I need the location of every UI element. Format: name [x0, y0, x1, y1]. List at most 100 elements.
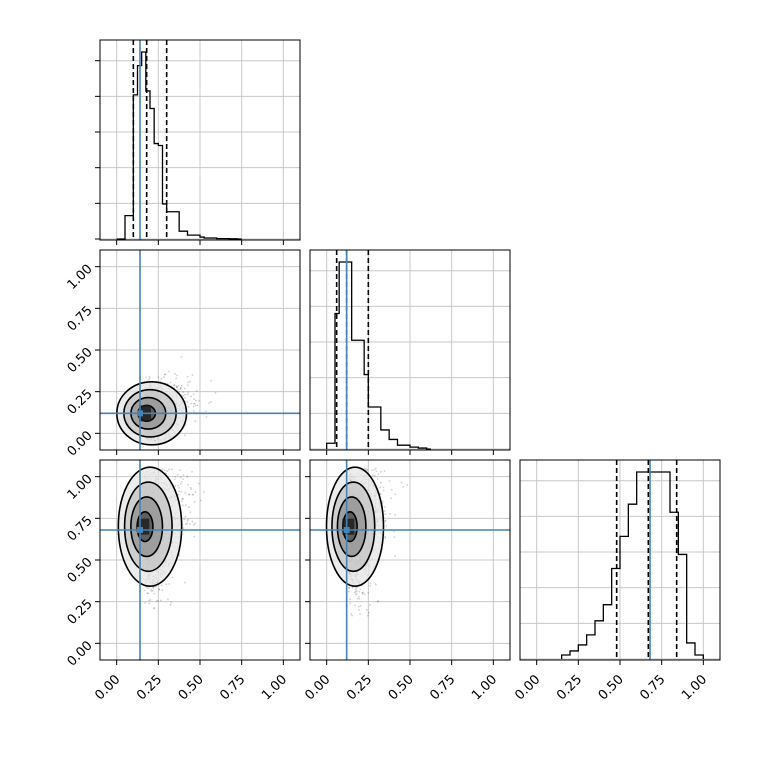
sample-point	[384, 519, 387, 522]
sample-point	[182, 473, 185, 476]
sample-point	[354, 590, 357, 593]
sample-point	[394, 555, 397, 558]
sample-point	[158, 588, 161, 591]
sample-point	[180, 384, 183, 387]
contour-line	[117, 466, 183, 587]
sample-point	[194, 404, 197, 407]
contour-line	[130, 496, 164, 558]
sample-point	[372, 474, 374, 477]
sample-point	[186, 384, 189, 387]
sample-point	[199, 499, 202, 502]
sample-point	[174, 478, 176, 481]
sample-point	[193, 398, 195, 401]
sample-point	[374, 467, 377, 470]
sample-point	[150, 588, 152, 591]
contour-line	[325, 466, 385, 587]
sample-point	[190, 488, 193, 491]
sample-point	[174, 485, 177, 487]
sample-point	[194, 522, 197, 525]
sample-point	[377, 600, 380, 603]
sample-point	[181, 497, 184, 500]
sample-point	[153, 607, 155, 610]
sample-point	[205, 416, 208, 418]
sample-point	[181, 498, 184, 500]
sample-point	[198, 399, 200, 402]
scatter-panel-2-1: 0.00 0.25 0.50 0.75 1.00	[302, 459, 511, 703]
sample-point	[163, 373, 166, 376]
sample-point	[177, 484, 179, 487]
sample-point	[354, 591, 356, 594]
sample-point	[189, 486, 192, 489]
sample-point	[178, 469, 181, 472]
sample-point	[160, 584, 163, 587]
sample-point	[182, 478, 185, 481]
sample-point	[362, 591, 364, 594]
sample-point	[159, 599, 162, 602]
sample-point	[384, 536, 387, 539]
sample-point	[177, 493, 180, 496]
sample-point	[163, 469, 166, 472]
sample-point	[173, 383, 176, 386]
sample-point	[349, 598, 351, 601]
sample-point	[358, 609, 360, 611]
sample-point	[148, 375, 151, 378]
histogram-steps	[561, 471, 704, 659]
sample-point	[167, 370, 170, 373]
sample-point	[182, 394, 185, 397]
sample-point	[168, 468, 171, 471]
sample-point	[381, 500, 384, 503]
contour-line	[336, 496, 367, 558]
sample-point	[358, 597, 361, 600]
sample-point	[192, 393, 195, 396]
sample-point	[186, 375, 189, 378]
sample-point	[385, 524, 388, 527]
sample-point	[149, 599, 152, 601]
sample-point	[382, 489, 385, 492]
truth-marker	[137, 410, 143, 417]
sample-point	[152, 587, 155, 589]
sample-point	[187, 391, 190, 394]
sample-point	[165, 583, 168, 586]
sample-point	[374, 474, 376, 477]
contour-line	[136, 510, 154, 543]
sample-point	[175, 385, 178, 387]
sample-point	[377, 473, 380, 476]
sample-point	[178, 486, 180, 489]
sample-point	[168, 583, 171, 585]
sample-point	[194, 399, 197, 402]
sample-point	[347, 590, 350, 593]
sample-point	[146, 592, 149, 595]
sample-point	[214, 391, 217, 394]
sample-point	[175, 377, 178, 380]
sample-point	[188, 493, 190, 496]
sample-point	[179, 483, 182, 485]
sample-point	[193, 500, 196, 503]
sample-point	[186, 475, 189, 478]
sample-point	[181, 504, 184, 507]
sample-point	[194, 420, 197, 423]
sample-point	[205, 410, 207, 413]
sample-point	[357, 605, 360, 608]
sample-point	[169, 604, 172, 606]
truth-marker	[343, 527, 350, 533]
sample-point	[184, 492, 187, 494]
sample-point	[149, 376, 151, 379]
sample-point	[348, 586, 350, 589]
sample-point	[186, 520, 189, 522]
panel-content	[117, 466, 205, 610]
sample-point	[374, 583, 377, 586]
sample-point	[203, 490, 205, 493]
sample-point	[193, 523, 195, 526]
sample-point	[184, 393, 186, 396]
sample-point	[153, 592, 156, 595]
sample-point	[193, 403, 195, 405]
sample-point	[156, 600, 158, 602]
sample-point	[190, 402, 192, 405]
sample-point	[379, 486, 382, 489]
sample-point	[349, 602, 352, 605]
sample-point	[384, 535, 386, 538]
sample-point	[186, 522, 189, 525]
panels: 0.00 0.25 0.50 0.75 1.000.000.250.500.751.00…	[65, 39, 721, 703]
histogram-steps	[116, 51, 242, 240]
